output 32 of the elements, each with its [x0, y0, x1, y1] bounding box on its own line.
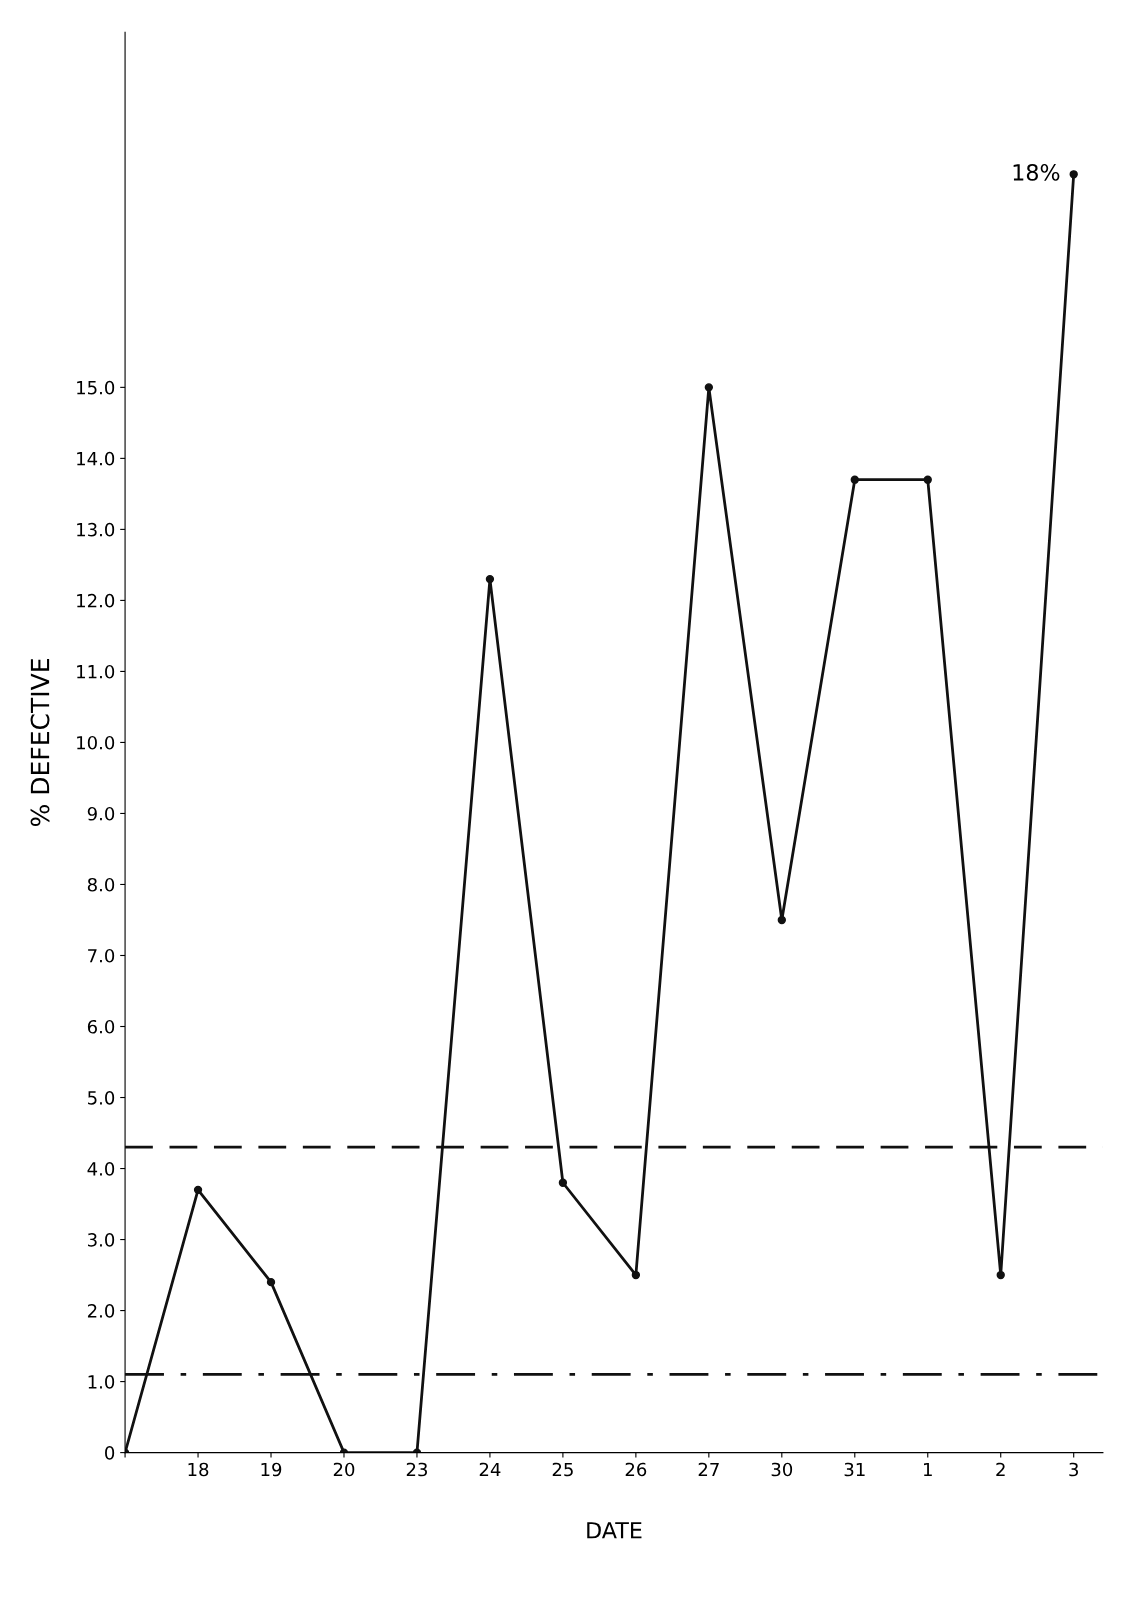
- x-tick-label: 25: [552, 1462, 573, 1477]
- y-tick-label: 11.0: [77, 664, 115, 679]
- y-tick-label: 10.0: [77, 735, 115, 750]
- x-tick-label: 19: [261, 1462, 282, 1477]
- x-tick-label: 27: [698, 1462, 719, 1477]
- y-tick-label: 8.0: [87, 877, 115, 892]
- y-tick-label: 6.0: [87, 1019, 115, 1034]
- y-tick-label: 3.0: [88, 1233, 115, 1247]
- y-axis-title: % DEFECTIVE: [30, 659, 50, 827]
- x-tick-label: 23: [406, 1462, 427, 1477]
- x-tick-label: 18: [188, 1462, 209, 1477]
- y-tick-label: 15.0: [77, 380, 115, 395]
- y-tick-label: 0: [105, 1446, 115, 1460]
- y-tick-label: 12.0: [77, 593, 115, 608]
- y-tick-label: 1.0: [88, 1375, 115, 1389]
- y-tick-label: 7.0: [88, 948, 115, 963]
- x-tick-label: 20: [333, 1462, 355, 1477]
- y-tick-label: 9.0: [87, 806, 115, 821]
- x-tick-label: 24: [479, 1462, 501, 1477]
- x-tick-label: 30: [771, 1462, 793, 1477]
- y-tick-label: 14.0: [77, 451, 115, 466]
- y-tick-label: 5.0: [88, 1090, 115, 1105]
- x-tick-label: 31: [844, 1462, 865, 1477]
- y-tick-label: 2.0: [87, 1304, 115, 1318]
- x-tick-label: 2: [996, 1462, 1005, 1477]
- y-tick-label: 4.0: [87, 1162, 115, 1176]
- y-tick-label: 13.0: [77, 522, 115, 537]
- x-tick-label: 26: [625, 1462, 647, 1477]
- x-tick-label: 3: [1069, 1462, 1078, 1477]
- x-axis-title: DATE: [587, 1522, 642, 1539]
- annotation: 18%: [1013, 163, 1060, 181]
- x-tick-label: 1: [924, 1462, 932, 1477]
